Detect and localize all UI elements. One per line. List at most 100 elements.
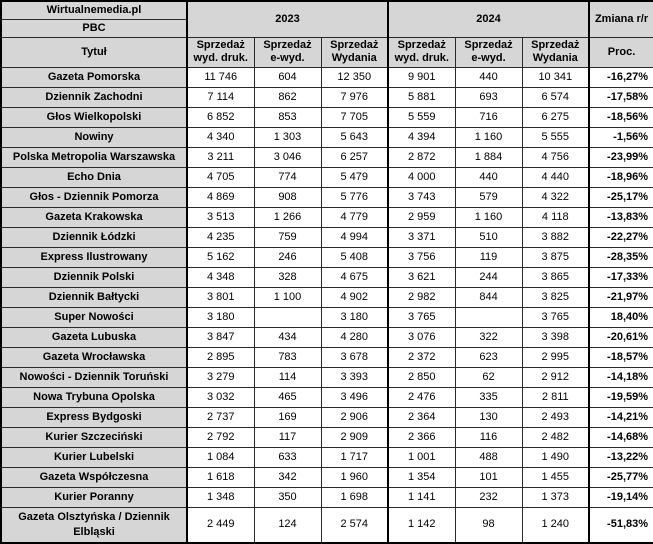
sales-value: 4 994 — [320, 226, 389, 248]
change-percent-value: -1,56% — [588, 126, 653, 148]
sales-value: 246 — [253, 246, 322, 268]
sales-value: 3 180 — [320, 306, 389, 328]
change-percent-value: -14,68% — [588, 426, 653, 448]
col-header-print-2023: Sprzedaż wyd. druk. — [186, 36, 255, 68]
sales-value: 3 032 — [186, 386, 255, 408]
sales-value: 169 — [253, 406, 322, 428]
sales-value: 5 776 — [320, 186, 389, 208]
sales-value: 4 322 — [521, 186, 590, 208]
table-row: Kurier Szczeciński 2 792 117 2 909 2 366 116 2… — [0, 426, 653, 448]
sales-value: 2 372 — [387, 346, 456, 368]
table-row: Dziennik Bałtycki 3 801 1 100 4 902 2 982 844… — [0, 286, 653, 308]
sales-value: 693 — [454, 86, 523, 108]
sales-value: 2 792 — [186, 426, 255, 448]
sales-value: 322 — [454, 326, 523, 348]
newspaper-title: Express Ilustrowany — [0, 246, 188, 268]
sales-value: 1 303 — [253, 126, 322, 148]
sales-value: 1 490 — [521, 446, 590, 468]
table-row: Gazeta Krakowska 3 513 1 266 4 779 2 959 1 16… — [0, 206, 653, 228]
sales-value: 335 — [454, 386, 523, 408]
sales-value: 716 — [454, 106, 523, 128]
sales-value: 5 555 — [521, 126, 590, 148]
sales-value: 11 746 — [186, 66, 255, 88]
sales-value: 1 884 — [454, 146, 523, 168]
sales-value: 4 902 — [320, 286, 389, 308]
sales-value: 1 717 — [320, 446, 389, 468]
sales-value: 98 — [454, 506, 523, 543]
sales-value: 4 280 — [320, 326, 389, 348]
sales-value: 3 801 — [186, 286, 255, 308]
sales-value: 3 875 — [521, 246, 590, 268]
sales-value: 4 756 — [521, 146, 590, 168]
sales-value: 5 881 — [387, 86, 456, 108]
table-row: Express Ilustrowany 5 162 246 5 408 3 756 119… — [0, 246, 653, 268]
newspaper-title: Nowiny — [0, 126, 188, 148]
col-header-total-2023: Sprzedaż Wydania — [320, 36, 389, 68]
sales-value: 4 348 — [186, 266, 255, 288]
sales-value: 12 350 — [320, 66, 389, 88]
sales-value: 759 — [253, 226, 322, 248]
sales-value: 4 869 — [186, 186, 255, 208]
sales-value: 1 698 — [320, 486, 389, 508]
newspaper-title: Dziennik Zachodni — [0, 86, 188, 108]
sales-value: 440 — [454, 166, 523, 188]
sales-value: 2 364 — [387, 406, 456, 428]
sales-value: 1 142 — [387, 506, 456, 543]
col-header-edigital-2024: Sprzedaż e-wyd. — [454, 36, 523, 68]
sales-value — [253, 306, 322, 328]
sales-value: 783 — [253, 346, 322, 368]
sales-value: 2 737 — [186, 406, 255, 428]
sales-value: 3 371 — [387, 226, 456, 248]
newspaper-title: Gazeta Wrocławska — [0, 346, 188, 368]
sales-value: 3 513 — [186, 206, 255, 228]
newspaper-title: Echo Dnia — [0, 166, 188, 188]
title-column-header: Tytuł — [0, 36, 188, 68]
sales-value: 1 141 — [387, 486, 456, 508]
sales-value: 6 852 — [186, 106, 255, 128]
newspaper-title: Dziennik Polski — [0, 266, 188, 288]
year-header-2024: 2024 — [387, 0, 590, 38]
newspaper-title: Gazeta Lubuska — [0, 326, 188, 348]
change-percent-value: 18,40% — [588, 306, 653, 328]
change-percent-value: -18,96% — [588, 166, 653, 188]
table-row: Express Bydgoski 2 737 169 2 906 2 364 130 2 4… — [0, 406, 653, 428]
sales-value: 3 825 — [521, 286, 590, 308]
sales-value: 844 — [454, 286, 523, 308]
sales-value: 2 449 — [186, 506, 255, 543]
table-row: Nowości - Dziennik Toruński 3 279 114 3 393… — [0, 366, 653, 388]
sales-value: 2 574 — [320, 506, 389, 543]
sales-value: 4 779 — [320, 206, 389, 228]
sales-value: 1 618 — [186, 466, 255, 488]
source-row-1: Wirtualnemedia.pl 2023 2024 Zmiana r/r — [0, 0, 653, 38]
sales-value: 1 240 — [521, 506, 590, 543]
sales-value: 2 872 — [387, 146, 456, 168]
sales-value: 1 084 — [186, 446, 255, 468]
sales-value: 3 743 — [387, 186, 456, 208]
sales-value: 2 366 — [387, 426, 456, 448]
sales-value: 1 960 — [320, 466, 389, 488]
sales-value: 3 496 — [320, 386, 389, 408]
change-percent-value: -19,14% — [588, 486, 653, 508]
newspaper-title: Gazeta Krakowska — [0, 206, 188, 228]
sales-value: 3 180 — [186, 306, 255, 328]
sales-value: 604 — [253, 66, 322, 88]
sales-value: 7 976 — [320, 86, 389, 108]
table-row: Kurier Lubelski 1 084 633 1 717 1 001 488 1 49… — [0, 446, 653, 468]
sales-value: 5 643 — [320, 126, 389, 148]
sales-value: 9 901 — [387, 66, 456, 88]
change-yoy-header: Zmiana r/r — [588, 0, 653, 38]
sales-value: 2 482 — [521, 426, 590, 448]
change-percent-value: -13,22% — [588, 446, 653, 468]
sales-value: 6 574 — [521, 86, 590, 108]
change-percent-value: -25,77% — [588, 466, 653, 488]
table-row: Gazeta Pomorska 11 746 604 12 350 9 901 440 10… — [0, 66, 653, 88]
sales-value: 862 — [253, 86, 322, 108]
sales-value: 3 046 — [253, 146, 322, 168]
newspaper-title: Gazeta Olsztyńska / Dziennik Elbląski — [0, 506, 188, 543]
sales-value: 130 — [454, 406, 523, 428]
sales-value: 7 705 — [320, 106, 389, 128]
sales-value: 124 — [253, 506, 322, 543]
sales-value: 5 162 — [186, 246, 255, 268]
sales-value: 3 882 — [521, 226, 590, 248]
sales-value: 579 — [454, 186, 523, 208]
